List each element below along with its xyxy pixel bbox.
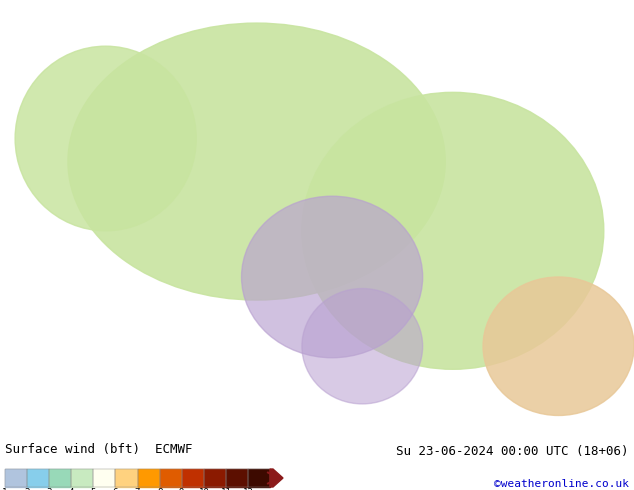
Text: 10: 10 xyxy=(198,488,209,490)
Bar xyxy=(49,469,71,487)
Bar xyxy=(138,469,160,487)
Ellipse shape xyxy=(242,196,423,358)
Bar xyxy=(93,469,115,487)
Text: 1: 1 xyxy=(3,488,8,490)
Bar xyxy=(115,469,138,487)
Bar xyxy=(182,469,204,487)
Text: 2: 2 xyxy=(24,488,30,490)
Bar xyxy=(71,469,93,487)
Bar xyxy=(226,469,248,487)
Bar xyxy=(5,469,27,487)
Text: 4: 4 xyxy=(68,488,74,490)
Bar xyxy=(5,469,27,487)
Ellipse shape xyxy=(15,46,197,231)
Bar xyxy=(160,469,182,487)
Bar xyxy=(226,469,248,487)
Bar xyxy=(27,469,49,487)
Bar xyxy=(138,469,160,487)
Bar xyxy=(160,469,182,487)
Text: 12: 12 xyxy=(243,488,254,490)
Bar xyxy=(71,469,93,487)
FancyArrow shape xyxy=(270,469,283,487)
Bar xyxy=(49,469,71,487)
Bar xyxy=(27,469,49,487)
Ellipse shape xyxy=(483,277,634,416)
Bar xyxy=(93,469,115,487)
Ellipse shape xyxy=(68,23,445,300)
Ellipse shape xyxy=(302,289,423,404)
Text: 5: 5 xyxy=(91,488,96,490)
Bar xyxy=(182,469,204,487)
Text: 7: 7 xyxy=(135,488,140,490)
Text: 9: 9 xyxy=(179,488,184,490)
Text: Surface wind (bft)  ECMWF: Surface wind (bft) ECMWF xyxy=(5,443,193,456)
Bar xyxy=(248,469,270,487)
Bar xyxy=(115,469,138,487)
Text: Su 23-06-2024 00:00 UTC (18+06): Su 23-06-2024 00:00 UTC (18+06) xyxy=(396,445,629,458)
Text: 6: 6 xyxy=(113,488,118,490)
Text: ©weatheronline.co.uk: ©weatheronline.co.uk xyxy=(494,479,629,489)
Text: 11: 11 xyxy=(221,488,231,490)
Bar xyxy=(204,469,226,487)
Bar xyxy=(248,469,270,487)
Ellipse shape xyxy=(302,92,604,369)
Text: 8: 8 xyxy=(157,488,162,490)
Bar xyxy=(204,469,226,487)
Text: 3: 3 xyxy=(46,488,52,490)
